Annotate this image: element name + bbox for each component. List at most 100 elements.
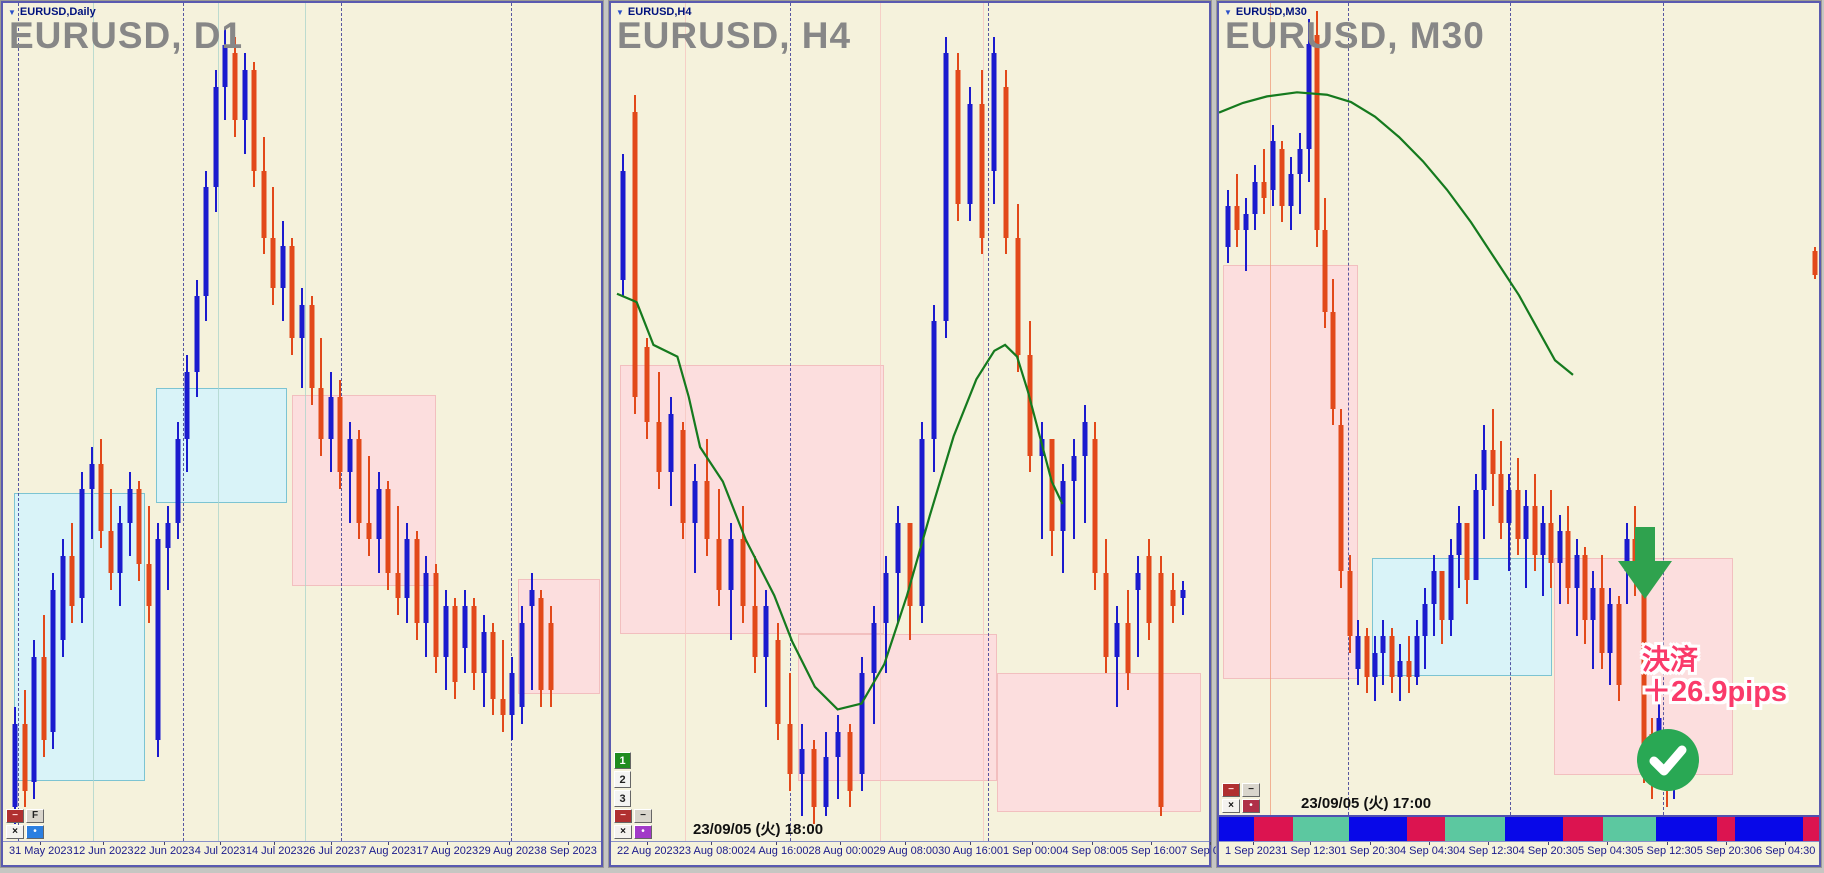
axis-tick bbox=[273, 842, 275, 845]
axis-label: 7 Aug 2023 bbox=[360, 845, 417, 857]
candle-body bbox=[1170, 589, 1176, 607]
close-button[interactable]: × bbox=[6, 825, 24, 839]
candle-body bbox=[763, 606, 769, 657]
candle-body bbox=[155, 539, 161, 741]
candle-body bbox=[883, 572, 889, 624]
indicator-dot-button[interactable]: • bbox=[26, 825, 44, 839]
candle-body bbox=[232, 53, 238, 121]
period-separator-line bbox=[1510, 3, 1511, 815]
axis-tick bbox=[1725, 842, 1727, 845]
axis-label: 24 Aug 16:00 bbox=[743, 845, 809, 857]
supply-zone bbox=[1223, 265, 1359, 679]
axis-label-cell: 17 Aug 2023 bbox=[416, 842, 478, 865]
candle-body bbox=[1439, 571, 1445, 621]
candle-timestamp: 23/09/05 (火) 17:00 bbox=[1301, 795, 1432, 812]
axis-label-cell: 5 Sep 12:30 bbox=[1637, 842, 1697, 865]
signal-segment bbox=[1253, 817, 1294, 841]
axis-label-cell: 7 Aug 2023 bbox=[360, 842, 416, 865]
axis-label: 5 Sep 16:00 bbox=[1121, 845, 1182, 857]
candle-body bbox=[213, 86, 219, 188]
signal-segment bbox=[1219, 817, 1254, 841]
candle-body bbox=[967, 103, 973, 205]
plot-area-d1[interactable] bbox=[3, 3, 601, 841]
candle-body bbox=[127, 489, 133, 523]
indicator-buttons-m30: − − × • bbox=[1222, 783, 1260, 813]
candle-body bbox=[1414, 636, 1420, 677]
candle-body bbox=[1322, 230, 1328, 312]
session-separator-line bbox=[982, 3, 984, 841]
candle-body bbox=[12, 723, 18, 808]
axis-label-cell: 5 Sep 20:30 bbox=[1697, 842, 1756, 865]
plot-area-h4[interactable] bbox=[611, 3, 1209, 841]
signal-segment bbox=[1444, 817, 1506, 841]
axis-label-cell: 6 Sep 04:30 bbox=[1756, 842, 1815, 865]
quick-switch-button-3[interactable]: 3 bbox=[614, 790, 631, 807]
minimize-button[interactable]: − bbox=[6, 809, 24, 823]
minimize-button[interactable]: − bbox=[1222, 783, 1240, 797]
candle-body bbox=[356, 438, 362, 523]
candle-body bbox=[823, 757, 829, 808]
symbol-dropdown-h4[interactable]: ▼ EURUSD,H4 bbox=[616, 6, 692, 18]
candle-wick bbox=[348, 422, 351, 523]
axis-label-cell: 5 Sep 04:30 bbox=[1578, 842, 1637, 865]
session-separator-line bbox=[92, 3, 94, 841]
axis-label-cell: 12 Jun 2023 bbox=[73, 842, 134, 865]
axis-label-cell: 4 Sep 12:30 bbox=[1459, 842, 1519, 865]
close-button[interactable]: × bbox=[614, 825, 632, 839]
axis-label: 26 Jul 2023 bbox=[303, 845, 360, 857]
axis-label: 22 Aug 2023 bbox=[617, 845, 679, 857]
success-check-icon bbox=[1636, 728, 1699, 796]
quick-switch-button-1[interactable]: 1 bbox=[614, 752, 631, 769]
axis-label-cell: 5 Sep 16:00 bbox=[1122, 842, 1181, 865]
axis-label: 4 Sep 12:30 bbox=[1459, 845, 1519, 857]
candle-body bbox=[955, 70, 961, 205]
quick-switch-button-2[interactable]: 2 bbox=[614, 771, 631, 788]
minimize-button[interactable]: − bbox=[1242, 783, 1260, 797]
axis-label: 30 Aug 16:00 bbox=[938, 845, 1004, 857]
axis-label-cell: 29 Aug 08:00 bbox=[873, 842, 938, 865]
plot-area-m30[interactable] bbox=[1219, 3, 1819, 815]
symbol-dropdown-d1[interactable]: ▼ EURUSD,Daily bbox=[8, 6, 96, 18]
candle-wick bbox=[1115, 606, 1118, 707]
candle-body bbox=[752, 606, 758, 657]
period-separator-line bbox=[510, 3, 512, 841]
candle-body bbox=[1003, 86, 1009, 238]
indicator-dot-button[interactable]: • bbox=[634, 825, 652, 839]
symbol-dropdown-m30[interactable]: ▼ EURUSD,M30 bbox=[1224, 6, 1307, 18]
candle-body bbox=[529, 589, 535, 607]
candle-body bbox=[1448, 555, 1454, 621]
period-separator-line bbox=[17, 3, 19, 841]
candle-body bbox=[175, 438, 181, 523]
minimize-button[interactable]: − bbox=[634, 809, 652, 823]
period-separator-line bbox=[987, 3, 989, 841]
watermark-title: EURUSD, D1 bbox=[9, 15, 244, 56]
candle-wick bbox=[1508, 473, 1511, 572]
axis-tick bbox=[1547, 842, 1549, 845]
candle-body bbox=[299, 304, 305, 339]
candle-body bbox=[775, 639, 781, 724]
candle-body bbox=[1515, 490, 1521, 539]
signal-segment bbox=[1602, 817, 1657, 841]
axis-tick bbox=[446, 842, 448, 845]
candle-body bbox=[907, 522, 913, 607]
minimize-button[interactable]: − bbox=[614, 809, 632, 823]
axis-tick bbox=[647, 842, 649, 845]
axis-label: 5 Sep 12:30 bbox=[1637, 845, 1697, 857]
supply-zone bbox=[291, 395, 436, 587]
candle-body bbox=[251, 70, 257, 171]
candle-body bbox=[146, 564, 152, 607]
axis-label: 14 Jul 2023 bbox=[245, 845, 303, 857]
close-button[interactable]: × bbox=[1222, 799, 1240, 813]
candle-body bbox=[991, 53, 997, 171]
candle-body bbox=[1498, 473, 1504, 523]
axis-label-cell: 1 Sep 20:30 bbox=[1341, 842, 1400, 865]
axis-tick bbox=[40, 842, 42, 845]
f-button[interactable]: F bbox=[26, 809, 44, 823]
candle-body bbox=[1071, 455, 1077, 481]
pips-label: ＋26.9pips bbox=[1642, 675, 1788, 708]
indicator-dot-button[interactable]: • bbox=[1242, 799, 1260, 813]
axis-label: 6 Sep 04:30 bbox=[1756, 845, 1816, 857]
candle-body bbox=[799, 748, 805, 774]
candle-body bbox=[1616, 603, 1622, 686]
candle-body bbox=[1243, 214, 1249, 231]
